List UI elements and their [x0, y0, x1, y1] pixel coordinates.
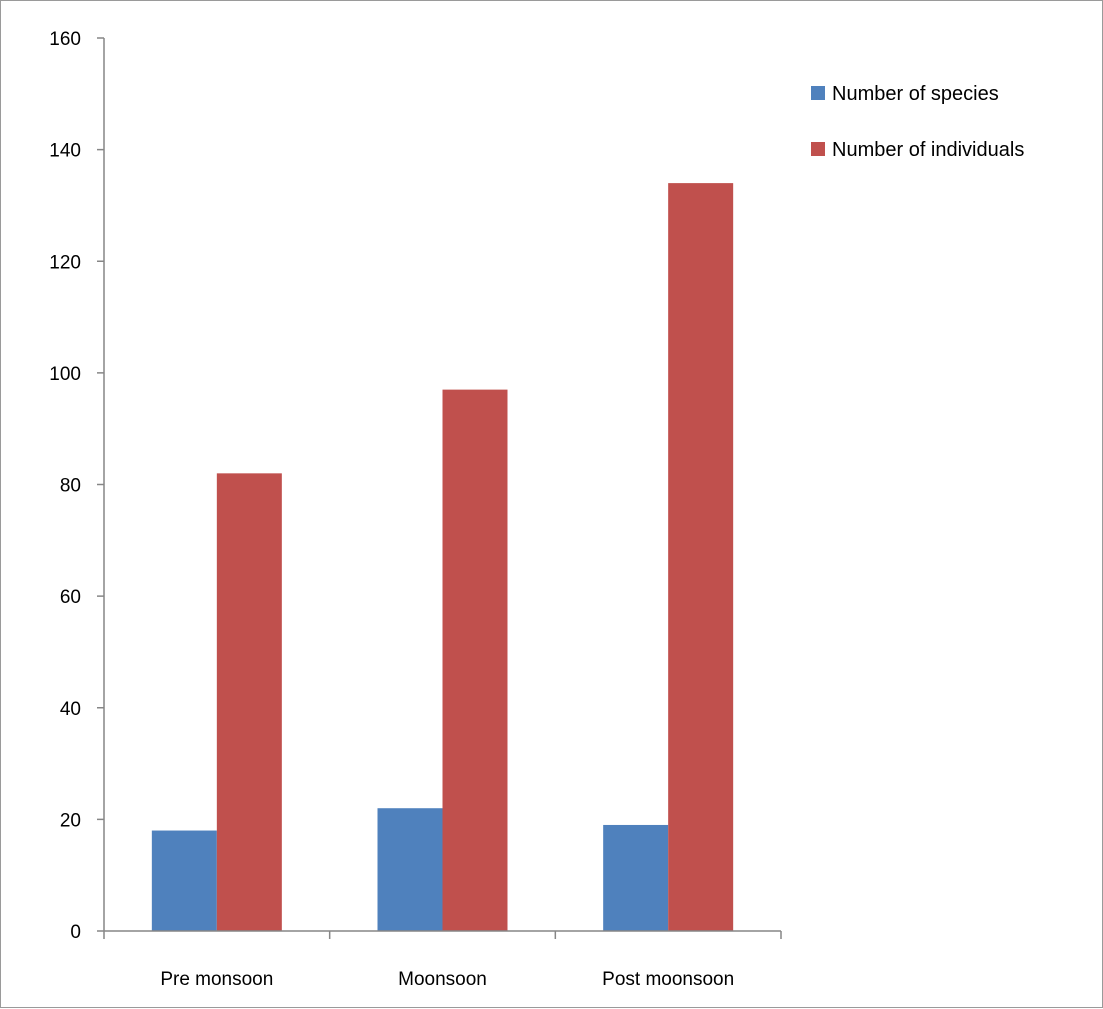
- bar-individuals-1: [442, 389, 508, 931]
- y-tick-label: 20: [60, 810, 81, 831]
- legend-label-species: Number of species: [832, 83, 999, 105]
- y-tick-label: 100: [49, 364, 81, 385]
- y-tick-label: 40: [60, 699, 81, 720]
- legend: Number of species Number of individuals: [811, 83, 1024, 161]
- legend-label-individuals: Number of individuals: [832, 139, 1024, 161]
- y-tick-label: 80: [60, 476, 81, 497]
- bar-species-0: [151, 830, 217, 931]
- y-tick-label: 140: [49, 141, 81, 162]
- bars-layer: [151, 183, 734, 932]
- legend-swatch-species: [811, 86, 825, 100]
- legend-swatch-individuals: [811, 142, 825, 156]
- bar-individuals-2: [668, 183, 734, 932]
- y-tick-label: 120: [49, 252, 81, 273]
- y-tick-label: 0: [70, 922, 81, 943]
- bar-individuals-0: [216, 473, 282, 931]
- x-tick-label: Pre monsoon: [160, 969, 273, 990]
- y-tick-label: 160: [49, 29, 81, 50]
- bar-species-2: [603, 824, 669, 931]
- x-tick-label: Post moonsoon: [602, 969, 734, 990]
- x-tick-label: Moonsoon: [398, 969, 487, 990]
- y-tick-label: 60: [60, 587, 81, 608]
- bar-species-1: [377, 808, 443, 931]
- axes-layer: 0 20 40 60 80 100 120 140 160 Pre monsoon Moonsoon…: [49, 29, 782, 990]
